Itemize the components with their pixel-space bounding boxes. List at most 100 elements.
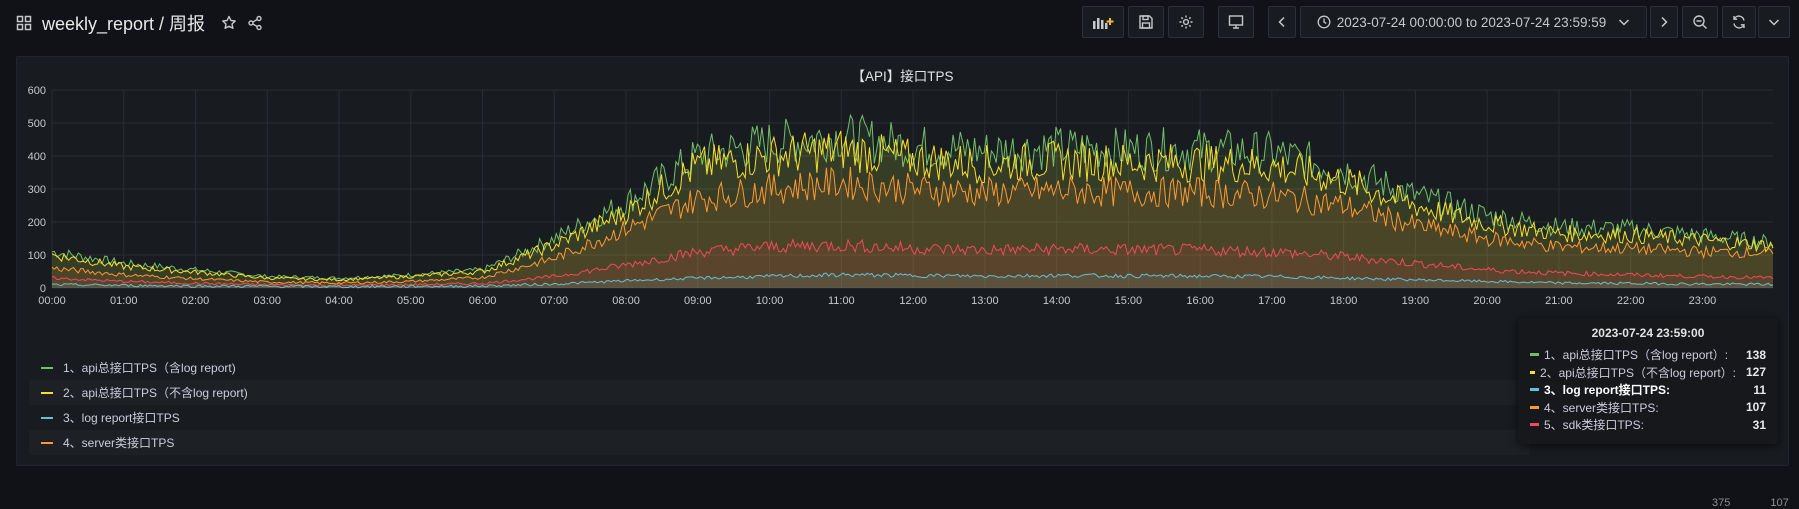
legend-label: 2、api总接口TPS（不含log report) <box>63 386 248 400</box>
legend-label: 4、server类接口TPS <box>63 436 175 450</box>
share-icon[interactable] <box>247 15 263 31</box>
zoom-out-button[interactable] <box>1682 6 1718 38</box>
tooltip-row: 5、sdk类接口TPS: 31 <box>1530 416 1766 434</box>
tooltip-series-value: 127 <box>1745 365 1766 380</box>
star-icon[interactable] <box>221 15 237 31</box>
view-mode-button[interactable] <box>1218 6 1254 38</box>
x-tick-label: 05:00 <box>397 295 425 307</box>
series-line <box>51 166 1774 285</box>
x-tick-label: 16:00 <box>1186 295 1214 307</box>
dashboard-navbar: weekly_report / 周报 2023 <box>0 0 1799 44</box>
series-line <box>51 272 1774 289</box>
x-tick-label: 15:00 <box>1115 295 1143 307</box>
x-tick-label: 02:00 <box>182 295 210 307</box>
x-tick-label: 13:00 <box>971 295 999 307</box>
chevron-right-icon <box>1659 16 1669 28</box>
legend-value: 107 <box>1770 497 1789 509</box>
time-range-label: 2023-07-24 00:00:00 to 2023-07-24 23:59:… <box>1336 14 1607 30</box>
x-tick-label: 23:00 <box>1689 295 1717 307</box>
monitor-icon <box>1228 14 1244 30</box>
tooltip-series-value: 31 <box>1752 417 1766 432</box>
x-tick-label: 09:00 <box>684 295 712 307</box>
refresh-interval-dropdown[interactable] <box>1758 6 1790 38</box>
tooltip-series-name: 4、server类接口TPS: <box>1544 400 1659 415</box>
chevron-down-icon <box>1618 17 1630 27</box>
series-area <box>52 166 1773 288</box>
series-line <box>51 130 1774 282</box>
legend-value: 375 <box>1712 497 1731 509</box>
tooltip-row: 4、server类接口TPS: 107 <box>1530 399 1766 417</box>
tooltip-time: 2023-07-24 23:59:00 <box>1591 326 1705 340</box>
panel-title[interactable]: 【API】接口TPS <box>851 69 954 84</box>
x-tick-label: 17:00 <box>1258 295 1286 307</box>
time-back-button[interactable] <box>1268 6 1296 38</box>
settings-button[interactable] <box>1168 6 1204 38</box>
tooltip-series-value: 11 <box>1753 382 1766 397</box>
y-tick-label: 300 <box>28 184 46 196</box>
add-panel-icon <box>1092 14 1114 30</box>
x-tick-label: 22:00 <box>1617 295 1645 307</box>
tooltip-swatch <box>1530 405 1539 409</box>
gear-icon <box>1178 14 1194 30</box>
series-line <box>51 113 1774 280</box>
y-tick-label: 0 <box>40 283 46 295</box>
legend-color-swatch <box>41 441 53 444</box>
legend-color-swatch <box>41 366 53 369</box>
tooltip-series-value: 138 <box>1745 347 1766 362</box>
x-tick-label: 07:00 <box>541 295 569 307</box>
series-area <box>52 273 1773 288</box>
legend-label: 3、log report接口TPS <box>63 411 180 425</box>
title-group: weekly_report / 周报 <box>16 10 263 36</box>
refresh-button[interactable] <box>1722 6 1756 38</box>
series-area <box>52 115 1773 288</box>
apps-grid-icon[interactable] <box>16 15 32 31</box>
x-tick-label: 06:00 <box>469 295 497 307</box>
y-tick-label: 200 <box>28 217 46 229</box>
tooltip-series-name: 3、log report接口TPS: <box>1544 383 1671 398</box>
refresh-icon <box>1731 14 1747 30</box>
x-tick-label: 04:00 <box>325 295 353 307</box>
chevron-left-icon <box>1277 16 1287 28</box>
x-tick-label: 10:00 <box>756 295 784 307</box>
y-tick-label: 400 <box>28 151 46 163</box>
legend: 1、api总接口TPS（含log report) 2、api总接口TPS（不含lo… <box>29 355 1529 455</box>
x-tick-label: 11:00 <box>828 295 855 307</box>
clock-icon <box>1317 15 1331 29</box>
x-tick-label: 03:00 <box>254 295 282 307</box>
graph-panel: 【API】接口TPS 0 100 200 300 400 500 600 00:00 01:00… <box>16 56 1789 509</box>
tps-chart[interactable]: 0 100 200 300 400 500 600 00:00 01:00 02:00 03:00 0… <box>17 77 1788 367</box>
tooltip-series-name: 1、api总接口TPS（含log report）: <box>1544 348 1729 363</box>
series-area <box>52 239 1773 288</box>
time-range-picker[interactable]: 2023-07-24 00:00:00 to 2023-07-24 23:59:… <box>1300 6 1647 38</box>
legend-item[interactable]: 2、api总接口TPS（不含log report) <box>29 380 1529 405</box>
y-tick-label: 600 <box>28 85 46 97</box>
time-forward-button[interactable] <box>1650 6 1678 38</box>
tooltip-series-name: 2、api总接口TPS（不含log report）: <box>1539 365 1736 380</box>
tooltip-series-name: 5、sdk类接口TPS: <box>1544 418 1645 433</box>
zoom-out-icon <box>1692 14 1708 30</box>
x-tick-label: 00:00 <box>38 295 66 307</box>
x-tick-label: 20:00 <box>1473 295 1501 307</box>
add-panel-button[interactable] <box>1082 6 1124 38</box>
save-dashboard-button[interactable] <box>1128 6 1164 38</box>
legend-color-swatch <box>41 416 53 419</box>
tooltip-swatch <box>1530 423 1539 427</box>
x-tick-label: 01:00 <box>110 295 138 307</box>
graph-tooltip: 2023-07-24 23:59:00 1、api总接口TPS（含log rep… <box>1518 318 1778 444</box>
x-tick-label: 12:00 <box>899 295 927 307</box>
x-tick-label: 14:00 <box>1043 295 1071 307</box>
legend-values-clipped: 375 107 <box>1712 497 1789 509</box>
tooltip-row: 1、api总接口TPS（含log report）: 138 <box>1530 346 1766 364</box>
legend-item[interactable]: 1、api总接口TPS（含log report) <box>29 355 1529 380</box>
legend-item[interactable]: 4、server类接口TPS <box>29 430 1529 455</box>
x-tick-label: 19:00 <box>1402 295 1430 307</box>
y-tick-label: 100 <box>28 250 46 262</box>
dashboard-title[interactable]: weekly_report / 周报 <box>42 14 206 34</box>
tooltip-row: 2、api总接口TPS（不含log report）: 127 <box>1530 364 1766 382</box>
legend-item[interactable]: 3、log report接口TPS <box>29 405 1529 430</box>
tooltip-swatch <box>1530 388 1539 392</box>
x-tick-label: 18:00 <box>1330 295 1358 307</box>
x-tick-label: 21:00 <box>1545 295 1573 307</box>
legend-label: 1、api总接口TPS（含log report) <box>63 361 236 375</box>
tooltip-swatch <box>1530 353 1539 357</box>
